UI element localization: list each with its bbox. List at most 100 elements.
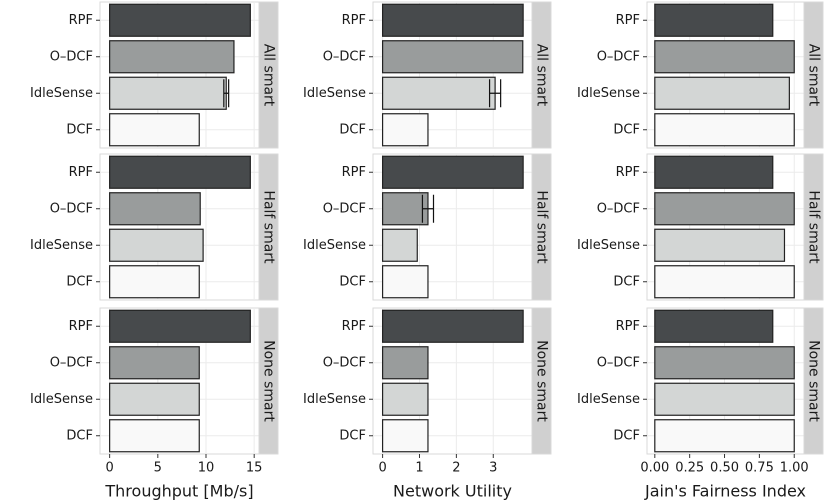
bar — [381, 113, 429, 147]
bar — [654, 40, 795, 74]
y-tick-label: IdleSense — [30, 238, 93, 253]
x-tick-label: 10 — [198, 461, 215, 476]
bar — [109, 265, 200, 299]
y-tick-label: IdleSense — [30, 86, 93, 101]
y-tick-label: DCF — [613, 274, 640, 289]
x-tick-label: 1.00 — [780, 461, 809, 476]
strip — [258, 307, 279, 455]
bar — [109, 40, 235, 74]
x-tick-label: 0.75 — [745, 461, 774, 476]
strip — [531, 1, 552, 149]
y-tick-label: RPF — [616, 165, 640, 180]
bar — [654, 3, 774, 37]
y-tick-label: DCF — [339, 274, 366, 289]
strip — [803, 153, 824, 301]
bar — [654, 346, 795, 380]
facet-label: Half smart — [806, 190, 822, 264]
strip — [531, 153, 552, 301]
y-tick-label: O–DCF — [597, 49, 640, 64]
y-tick-label: O–DCF — [323, 355, 366, 370]
x-tick-label: 0.25 — [675, 461, 704, 476]
bar — [109, 309, 251, 343]
y-tick-label: RPF — [342, 319, 366, 334]
facet-label: Half smart — [261, 190, 277, 264]
y-tick-label: IdleSense — [577, 86, 640, 101]
strip — [531, 307, 552, 455]
bar — [109, 155, 251, 189]
bar — [381, 346, 429, 380]
bar — [381, 40, 524, 74]
facet-label: All smart — [261, 44, 277, 107]
facet-label: All smart — [806, 44, 822, 107]
bar — [654, 228, 786, 262]
y-tick-label: RPF — [342, 13, 366, 28]
y-tick-label: DCF — [66, 274, 93, 289]
strip — [803, 307, 824, 455]
y-tick-label: IdleSense — [303, 392, 366, 407]
x-axis-label: Network Utility — [393, 482, 512, 501]
bar — [109, 192, 201, 226]
bar — [381, 419, 429, 453]
strip — [258, 153, 279, 301]
y-tick-label: IdleSense — [577, 238, 640, 253]
bar — [654, 419, 795, 453]
bar — [654, 309, 774, 343]
x-axis-label: Throughput [Mb/s] — [104, 482, 253, 501]
x-tick-label: 3 — [489, 461, 497, 476]
bar — [654, 113, 795, 147]
bar — [654, 76, 790, 110]
bar — [381, 3, 524, 37]
error-bar — [223, 79, 230, 108]
bar — [109, 382, 200, 416]
y-tick-label: O–DCF — [323, 201, 366, 216]
bar — [654, 192, 795, 226]
bar — [109, 228, 204, 262]
x-axis-label: Jain's Fairness Index — [644, 482, 806, 501]
bar — [381, 382, 429, 416]
x-tick-label: 15 — [246, 461, 263, 476]
bar — [381, 192, 429, 226]
y-tick-label: IdleSense — [303, 238, 366, 253]
y-tick-label: DCF — [66, 428, 93, 443]
x-tick-label: 0 — [105, 461, 113, 476]
y-tick-label: DCF — [339, 428, 366, 443]
y-tick-label: IdleSense — [577, 392, 640, 407]
bar — [381, 155, 524, 189]
bar — [381, 265, 429, 299]
bar — [109, 346, 200, 380]
bar — [654, 155, 774, 189]
y-tick-label: DCF — [613, 428, 640, 443]
y-tick-label: RPF — [69, 165, 93, 180]
bar — [381, 228, 418, 262]
bar — [109, 419, 200, 453]
x-tick-label: 1 — [415, 461, 423, 476]
y-tick-label: DCF — [339, 122, 366, 137]
y-tick-label: IdleSense — [303, 86, 366, 101]
y-tick-label: O–DCF — [597, 355, 640, 370]
error-bar — [421, 194, 435, 223]
bar — [381, 309, 524, 343]
bar — [109, 113, 200, 147]
facet-label: None smart — [261, 340, 277, 422]
y-tick-label: IdleSense — [30, 392, 93, 407]
x-tick-label: 5 — [154, 461, 162, 476]
y-tick-label: RPF — [616, 319, 640, 334]
y-tick-label: O–DCF — [50, 49, 93, 64]
x-tick-label: 0.50 — [710, 461, 739, 476]
strip — [258, 1, 279, 149]
y-tick-label: RPF — [69, 319, 93, 334]
facet-label: None smart — [534, 340, 550, 422]
x-tick-label: 0 — [378, 461, 386, 476]
bar — [654, 382, 795, 416]
bar — [109, 76, 227, 110]
bar — [654, 265, 795, 299]
facet-label: None smart — [806, 340, 822, 422]
y-tick-label: DCF — [66, 122, 93, 137]
facet-label: Half smart — [534, 190, 550, 264]
y-tick-label: RPF — [342, 165, 366, 180]
error-bar — [488, 79, 502, 108]
y-tick-label: O–DCF — [323, 49, 366, 64]
bar — [109, 3, 251, 37]
y-tick-label: O–DCF — [50, 201, 93, 216]
